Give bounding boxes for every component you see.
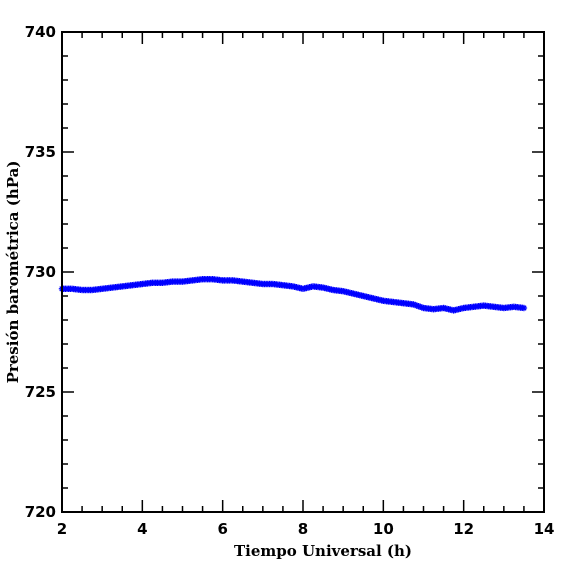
y-axis-label: Presión barométrica (hPa): [4, 161, 22, 384]
x-tick-label: 4: [137, 520, 147, 538]
tick-labels: 2 4 6 8 10 12 14 720 725 730 735 740: [25, 23, 555, 538]
y-tick-label: 725: [25, 383, 56, 401]
data-point: [520, 304, 528, 312]
x-tick-label: 8: [298, 520, 308, 538]
x-tick-label: 10: [373, 520, 394, 538]
x-tick-label: 2: [57, 520, 67, 538]
x-axis-label: Tiempo Universal (h): [234, 542, 412, 560]
y-tick-label: 740: [25, 23, 56, 41]
y-tick-label: 730: [25, 263, 56, 281]
plot-frame: [61, 31, 545, 513]
y-tick-label: 720: [25, 503, 56, 521]
x-tick-label: 14: [534, 520, 555, 538]
y-tick-label: 735: [25, 143, 56, 161]
data-series: [58, 276, 528, 314]
x-tick-label: 12: [453, 520, 474, 538]
x-tick-label: 6: [217, 520, 227, 538]
axis-ticks: [61, 31, 545, 513]
